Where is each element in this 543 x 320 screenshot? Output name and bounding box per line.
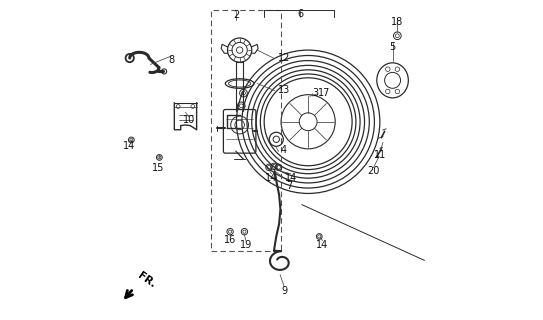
Text: 12: 12 [278, 53, 291, 63]
Text: 7: 7 [286, 181, 292, 191]
Text: 14: 14 [317, 240, 329, 250]
Text: 10: 10 [182, 116, 195, 125]
Text: 4: 4 [281, 146, 287, 156]
Text: 14: 14 [266, 173, 277, 183]
Text: 18: 18 [391, 17, 403, 27]
Text: 16: 16 [224, 235, 236, 245]
Text: FR.: FR. [136, 271, 157, 290]
Text: 13: 13 [278, 85, 290, 95]
Text: 20: 20 [367, 166, 380, 176]
Text: 3: 3 [312, 88, 318, 98]
Text: 6: 6 [297, 9, 303, 19]
Text: 9: 9 [281, 286, 287, 296]
Text: 2: 2 [233, 10, 239, 20]
Text: 5: 5 [389, 42, 396, 52]
Text: 19: 19 [240, 240, 252, 250]
Text: 14: 14 [285, 173, 296, 183]
Text: 15: 15 [152, 163, 165, 173]
Text: 17: 17 [318, 88, 330, 98]
Text: 8: 8 [168, 55, 174, 65]
Bar [211, 10, 281, 251]
Text: 14: 14 [123, 141, 135, 151]
Text: 11: 11 [374, 150, 386, 160]
